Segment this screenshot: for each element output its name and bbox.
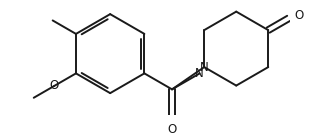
Text: N: N <box>200 61 209 74</box>
Text: N: N <box>195 67 204 80</box>
Text: O: O <box>50 80 59 92</box>
Text: O: O <box>167 123 177 136</box>
Text: O: O <box>295 9 304 22</box>
